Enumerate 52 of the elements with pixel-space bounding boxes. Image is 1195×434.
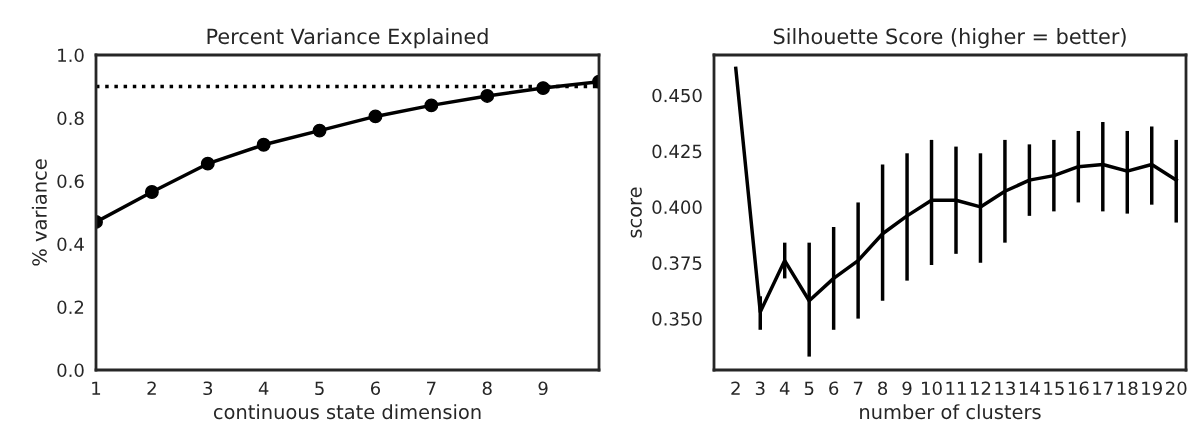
x-tick-label: 9 bbox=[538, 381, 548, 396]
x-tick-label: 11 bbox=[946, 381, 966, 395]
point bbox=[256, 137, 271, 152]
point bbox=[144, 185, 159, 199]
point bbox=[200, 156, 215, 171]
x-tick-label: 2 bbox=[731, 381, 740, 395]
x-tick-label: 9 bbox=[902, 381, 912, 396]
x-tick-label: 5 bbox=[315, 381, 324, 396]
x-tick-label: 17 bbox=[1093, 381, 1113, 395]
x-tick-label: 16 bbox=[1068, 381, 1089, 396]
x-tick-label: 7 bbox=[427, 381, 436, 395]
x-axis-title: number of clusters bbox=[860, 404, 1041, 420]
y-tick-label: 0.4 bbox=[57, 237, 84, 252]
y-tick-label: 0.6 bbox=[57, 174, 84, 189]
y-tick-label: 1.0 bbox=[58, 48, 84, 63]
y-tick-label: 0.2 bbox=[57, 300, 84, 315]
y-tick-label: 0.450 bbox=[652, 88, 702, 103]
point bbox=[424, 98, 439, 113]
x-tick-label: 3 bbox=[203, 381, 213, 396]
y-tick-label: 0.0 bbox=[57, 363, 84, 378]
y-tick-label: 0.375 bbox=[652, 256, 702, 270]
x-tick-label: 13 bbox=[995, 381, 1015, 396]
x-tick-label: 6 bbox=[370, 381, 381, 396]
point bbox=[480, 89, 495, 103]
x-tick-label: 19 bbox=[1142, 381, 1162, 396]
chart-title: Percent Variance Explained bbox=[207, 28, 488, 49]
point bbox=[368, 109, 383, 124]
y-tick-label: 0.8 bbox=[57, 111, 84, 126]
x-tick-label: 6 bbox=[829, 381, 839, 396]
y-tick-label: 0.425 bbox=[652, 144, 702, 159]
x-tick-label: 2 bbox=[147, 381, 156, 395]
x-tick-label: 15 bbox=[1044, 381, 1064, 396]
x-tick-label: 18 bbox=[1117, 381, 1138, 396]
x-tick-label: 10 bbox=[922, 381, 942, 396]
x-axis-title: continuous state dimension bbox=[213, 404, 481, 420]
x-tick-label: 4 bbox=[779, 381, 790, 395]
y-axis-title: % variance bbox=[31, 159, 47, 266]
y-axis-title: score bbox=[630, 187, 642, 238]
x-tick-label: 5 bbox=[804, 381, 814, 396]
x-tick-label: 8 bbox=[482, 381, 492, 396]
y-tick-label: 0.350 bbox=[652, 312, 702, 326]
x-tick-label: 7 bbox=[853, 381, 863, 395]
point bbox=[312, 123, 327, 138]
chart-title: Silhouette Score (higher = better) bbox=[773, 28, 1126, 49]
x-tick-label: 8 bbox=[878, 381, 888, 396]
x-tick-label: 12 bbox=[970, 381, 991, 395]
x-tick-label: 20 bbox=[1166, 381, 1187, 396]
x-tick-label: 4 bbox=[258, 381, 269, 395]
x-tick-label: 1 bbox=[92, 381, 101, 395]
x-tick-label: 3 bbox=[755, 381, 765, 396]
x-tick-label: 14 bbox=[1019, 381, 1040, 395]
y-tick-label: 0.400 bbox=[652, 200, 702, 215]
